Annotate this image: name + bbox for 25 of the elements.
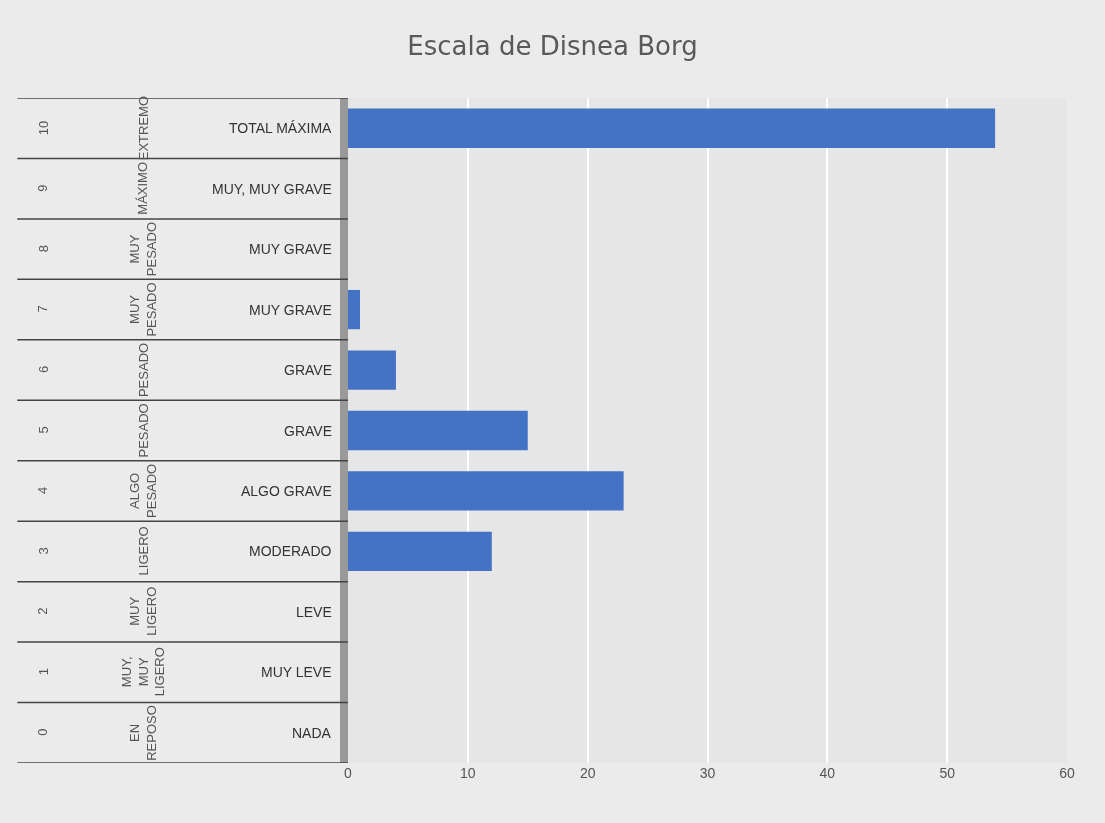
category-label: 7 MUY PESADO MUY GRAVE <box>35 282 332 337</box>
category-label: 4 ALGO PESADO ALGO GRAVE <box>35 463 332 518</box>
category-label: 6 PESADO GRAVE <box>35 342 332 398</box>
category-label: 1 MUY, MUY LIGERO MUY LEVE <box>35 647 332 697</box>
category-label: 10 EXTREMO TOTAL MÁXIMA <box>35 95 332 161</box>
category-label: 9 MÁXIMO MUY, MUY GRAVE <box>35 161 332 215</box>
category-label: 2 MUY LIGERO LEVE <box>35 586 332 636</box>
bar <box>348 410 528 451</box>
x-tick-label: 40 <box>819 765 836 781</box>
bar <box>348 350 396 390</box>
x-tick-label: 10 <box>460 765 476 781</box>
x-tick-label: 20 <box>579 765 596 781</box>
bar <box>348 531 492 572</box>
bar <box>348 471 624 511</box>
x-tick-label: 60 <box>1059 765 1075 781</box>
category-label: 0 EN REPOSO NADA <box>35 705 331 761</box>
x-tick-label: 0 <box>344 765 353 781</box>
bar <box>348 108 996 148</box>
x-tick-label: 30 <box>699 765 716 781</box>
x-tick-label: 50 <box>939 765 956 781</box>
category-label: 3 LIGERO MODERADO <box>35 526 332 576</box>
category-label: 8 MUY PESADO MUY GRAVE <box>35 221 332 277</box>
bar <box>348 289 360 330</box>
chart-title: Escala de Disnea Borg <box>407 31 698 62</box>
category-label: 5 PESADO GRAVE <box>35 403 332 458</box>
